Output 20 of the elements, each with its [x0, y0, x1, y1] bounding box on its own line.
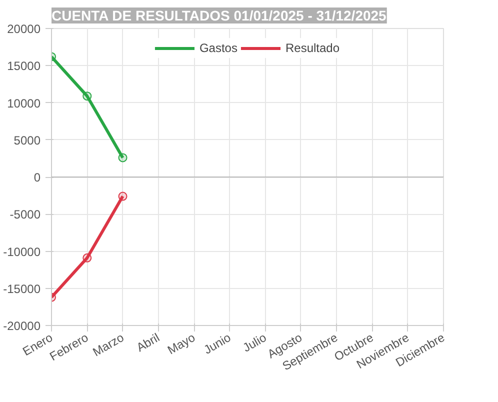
legend-label: Gastos — [199, 41, 238, 55]
legend-label: Resultado — [285, 41, 340, 55]
point — [118, 192, 128, 201]
y-tick-label: -5000 — [10, 208, 41, 222]
x-tick-label: Junio — [201, 330, 234, 357]
y-tick-label: 20000 — [7, 22, 41, 36]
x-tick-label: Mayo — [165, 330, 198, 358]
point — [82, 253, 92, 262]
chart-title: CUENTA DE RESULTADOS 01/01/2025 - 31/12/2025 — [52, 8, 387, 24]
y-tick-label: 5000 — [14, 133, 41, 148]
y-tick-label: 10000 — [7, 96, 41, 110]
y-tick-label: -20000 — [3, 319, 41, 333]
x-tick-label: Julio — [240, 330, 270, 355]
point — [82, 92, 92, 101]
y-tick-label: 0 — [34, 170, 41, 184]
x-tick-label: Abril — [134, 330, 162, 355]
y-tick-label: 15000 — [7, 59, 41, 74]
y-tick-label: -15000 — [3, 282, 41, 296]
y-tick-label: -10000 — [3, 244, 41, 259]
point — [118, 153, 128, 162]
